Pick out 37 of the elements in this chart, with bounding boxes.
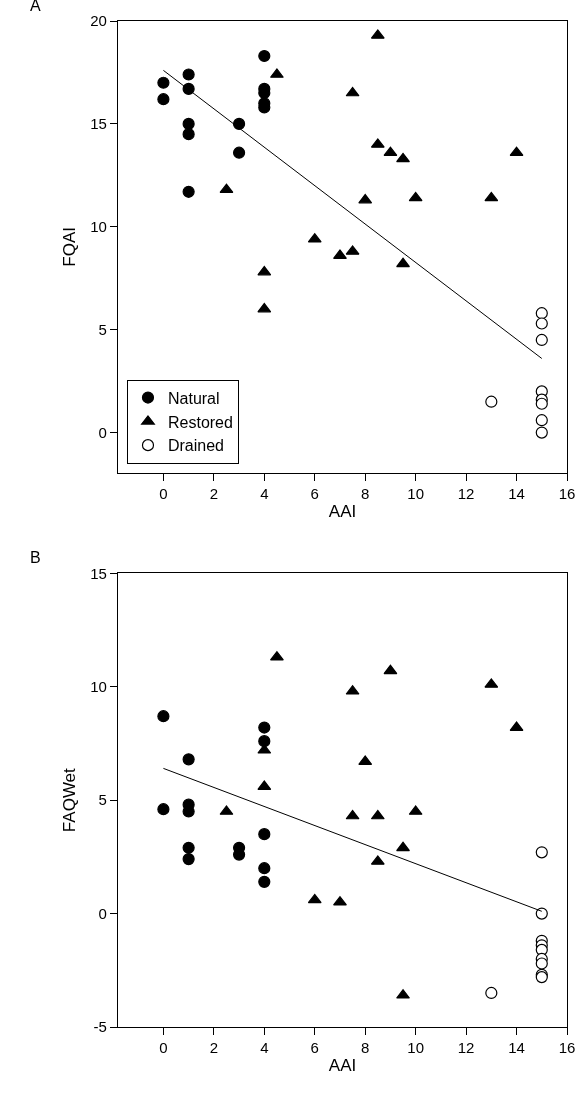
legend-label: Natural (167, 389, 220, 407)
text: A (30, 0, 41, 14)
x-tick-label: 14 (508, 484, 525, 502)
y-tick-label: 0 (98, 904, 107, 922)
x-tick-label: 6 (310, 1039, 319, 1057)
x-tick-label: 10 (407, 1039, 424, 1057)
x-tick-label: 12 (457, 484, 475, 502)
y-tick-label: 0 (98, 423, 107, 441)
x-tick-label: 0 (159, 484, 168, 502)
legend-label: Drained (167, 437, 225, 455)
y-tick-label: 15 (90, 564, 107, 582)
x-tick-label: 16 (558, 484, 576, 502)
y-axis-title: FQAI (59, 227, 79, 267)
y-tick-label: 10 (90, 218, 107, 236)
y-tick-label: 15 (90, 115, 107, 133)
y-tick-label: 5 (98, 320, 107, 338)
x-tick-label: 8 (361, 1039, 370, 1057)
y-tick-label: -5 (93, 1018, 107, 1036)
legend-label: Restored (167, 413, 233, 431)
x-tick-label: 6 (310, 484, 319, 502)
x-tick-label: 4 (260, 484, 269, 502)
x-tick-label: 4 (260, 1039, 269, 1057)
y-axis-title: FAQWet (59, 767, 79, 833)
x-tick-label: 8 (361, 484, 370, 502)
x-axis-title: AAI (328, 1056, 357, 1076)
x-tick-label: 2 (209, 484, 219, 502)
y-tick-label: 5 (98, 791, 107, 809)
x-tick-label: 0 (159, 1039, 168, 1057)
x-tick-label: 16 (558, 1039, 576, 1057)
x-tick-label: 2 (209, 1039, 219, 1057)
y-tick-label: 10 (90, 677, 107, 695)
x-tick-label: 14 (508, 1039, 525, 1057)
x-tick-label: 10 (407, 484, 424, 502)
x-tick-label: 12 (457, 1039, 475, 1057)
x-axis-title: AAI (328, 502, 357, 522)
y-tick-label: 20 (90, 12, 107, 30)
text: B (30, 549, 41, 566)
